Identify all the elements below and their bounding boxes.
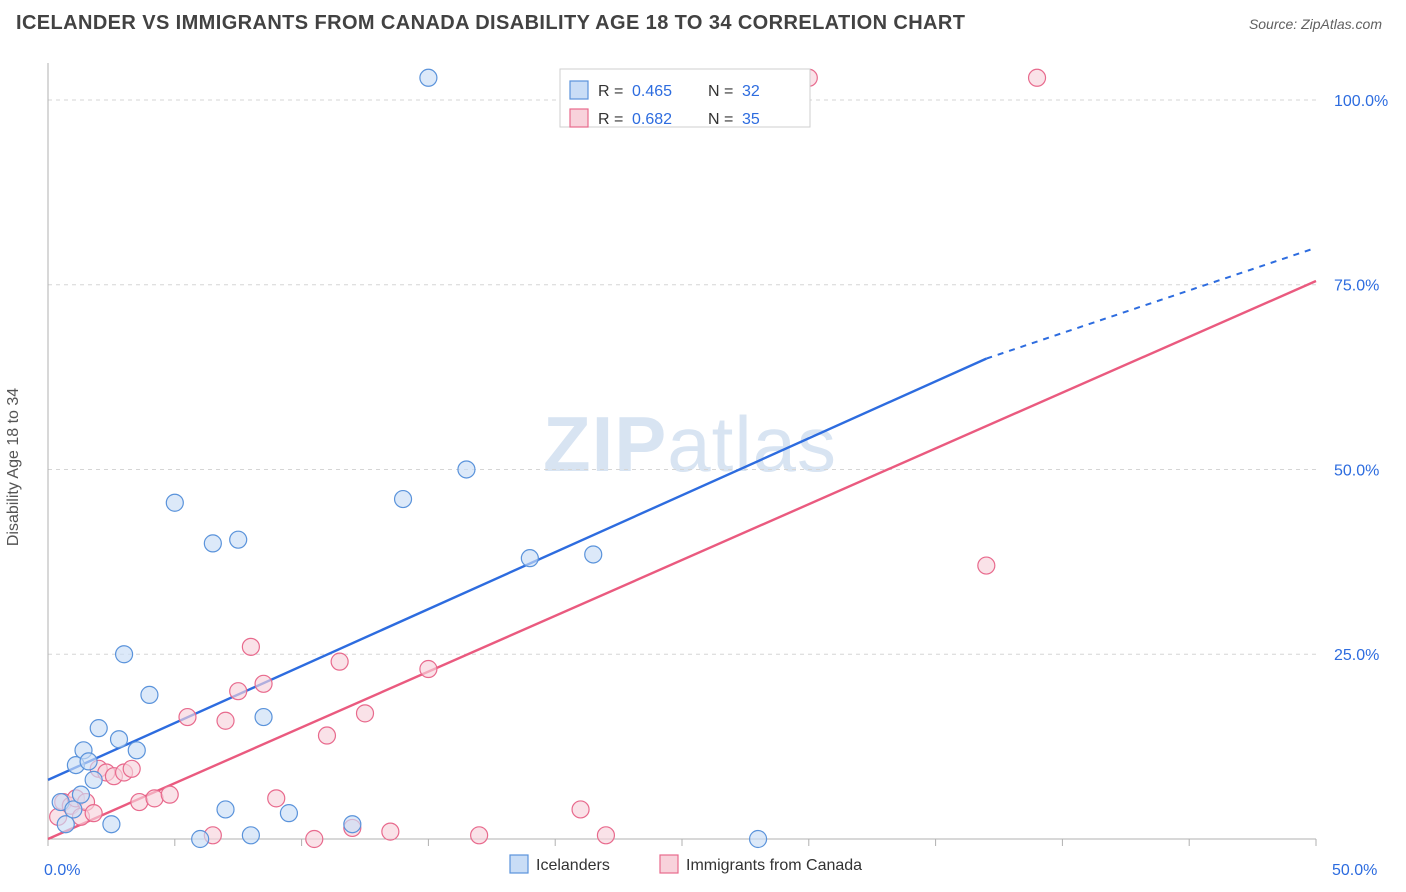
svg-text:R =: R = xyxy=(598,83,623,100)
svg-text:N =: N = xyxy=(708,111,733,128)
source-name: ZipAtlas.com xyxy=(1301,16,1382,32)
svg-text:32: 32 xyxy=(742,83,760,100)
svg-text:100.0%: 100.0% xyxy=(1334,93,1388,110)
source-prefix: Source: xyxy=(1249,16,1301,32)
svg-text:N =: N = xyxy=(708,83,733,100)
svg-text:Immigrants from Canada: Immigrants from Canada xyxy=(686,857,862,874)
svg-text:ZIPatlas: ZIPatlas xyxy=(543,400,837,488)
svg-text:50.0%: 50.0% xyxy=(1332,862,1377,879)
chart-container: Disability Age 18 to 34 ZIPatlas 25.0% 50.… xyxy=(0,51,1406,883)
svg-text:0.682: 0.682 xyxy=(632,111,672,128)
header: ICELANDER VS IMMIGRANTS FROM CANADA DISA… xyxy=(0,0,1406,51)
svg-text:25.0%: 25.0% xyxy=(1334,647,1379,664)
svg-text:75.0%: 75.0% xyxy=(1334,278,1379,295)
svg-text:Icelanders: Icelanders xyxy=(536,857,610,874)
y-axis-label: Disability Age 18 to 34 xyxy=(5,388,23,546)
svg-text:R =: R = xyxy=(598,111,623,128)
svg-text:0.0%: 0.0% xyxy=(44,862,80,879)
svg-text:35: 35 xyxy=(742,111,760,128)
source-attribution: Source: ZipAtlas.com xyxy=(1249,16,1382,32)
page-title: ICELANDER VS IMMIGRANTS FROM CANADA DISA… xyxy=(16,12,965,35)
svg-text:50.0%: 50.0% xyxy=(1334,462,1379,479)
correlation-scatter-chart: ZIPatlas 25.0% 50.0% 75.0% 100.0% 0.0% 50.0% R … xyxy=(0,51,1406,883)
svg-text:0.465: 0.465 xyxy=(632,83,672,100)
